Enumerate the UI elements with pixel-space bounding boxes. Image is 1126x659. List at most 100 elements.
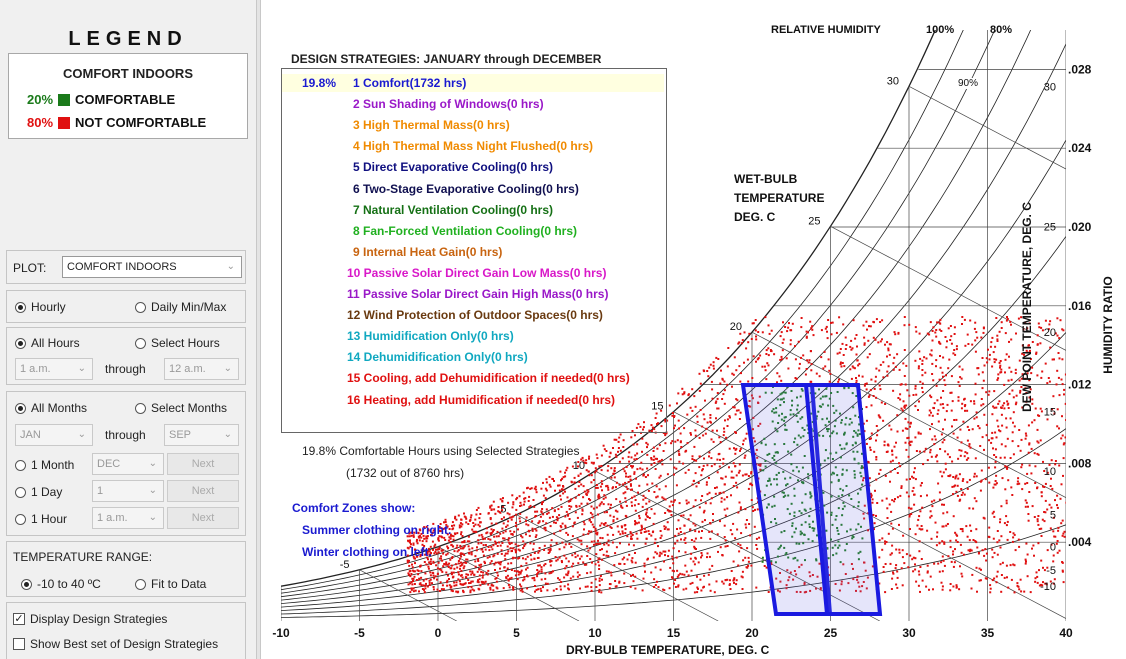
chevron-down-icon: ⌄ <box>223 363 232 374</box>
humidity-ratio-axis-title: HUMIDITY RATIO <box>1101 276 1115 374</box>
rh-90-label: 90% <box>958 78 979 89</box>
strategy-item[interactable]: 1 Comfort(1732 hrs) <box>353 76 467 90</box>
temp-range-fixed-label: -10 to 40 ºC <box>37 577 101 591</box>
one-hour-radio[interactable]: 1 Hour <box>15 512 67 526</box>
chevron-down-icon: ⌄ <box>148 458 157 469</box>
month-from-select[interactable]: JAN ⌄ <box>15 424 93 446</box>
strategy-item[interactable]: 14 Dehumidification Only(0 hrs) <box>347 350 528 365</box>
one-month-radio[interactable]: 1 Month <box>15 458 74 472</box>
zones-line-1: Comfort Zones show: <box>292 501 416 515</box>
select-hours-label: Select Hours <box>151 336 220 350</box>
select-months-radio[interactable]: Select Months <box>135 401 227 415</box>
temp-range-panel: TEMPERATURE RANGE: -10 to 40 ºC Fit to D… <box>6 541 246 597</box>
legend-item-comfortable: 20% COMFORTABLE <box>27 92 175 107</box>
strategy-item[interactable]: 15 Cooling, add Dehumidification if need… <box>347 371 630 386</box>
plot-select-value: COMFORT INDOORS <box>67 261 177 273</box>
show-best-label: Show Best set of Design Strategies <box>30 637 219 651</box>
strategy-item[interactable]: 2 Sun Shading of Windows(0 hrs) <box>353 97 544 112</box>
strategy-item[interactable]: 12 Wind Protection of Outdoor Spaces(0 h… <box>347 308 603 323</box>
chevron-down-icon: ⌄ <box>77 429 86 440</box>
plot-label: PLOT: <box>13 261 47 275</box>
all-hours-radio[interactable]: All Hours <box>15 336 80 350</box>
wet-bulb-label-1: WET-BULB <box>734 172 798 186</box>
one-hour-label: 1 Hour <box>31 512 68 526</box>
zones-line-3: Winter clothing on left. <box>302 545 432 559</box>
next-month-button[interactable]: Next <box>167 453 239 475</box>
hours-panel: All Hours Select Hours 1 a.m. ⌄ through 1… <box>6 327 246 385</box>
legend-label: COMFORTABLE <box>75 92 176 107</box>
one-day-label: 1 Day <box>31 485 63 499</box>
strategies-box <box>281 68 667 433</box>
rh-100-label: 100% <box>926 24 955 36</box>
hour-from-value: 1 a.m. <box>20 363 51 375</box>
strategy-item[interactable]: 9 Internal Heat Gain(0 hrs) <box>353 244 503 259</box>
radio-icon <box>135 578 146 590</box>
hour-to-value: 12 a.m. <box>169 363 206 375</box>
temp-range-fixed-radio[interactable]: -10 to 40 ºC <box>21 577 101 591</box>
hourly-label: Hourly <box>31 300 66 314</box>
legend-item-not-comfortable: 80% NOT COMFORTABLE <box>27 115 206 130</box>
legend-header: COMFORT INDOORS <box>63 66 193 81</box>
radio-icon <box>15 486 26 498</box>
daily-radio[interactable]: Daily Min/Max <box>135 300 226 314</box>
next-hour-button[interactable]: Next <box>167 507 239 529</box>
strategy-item[interactable]: 6 Two-Stage Evaporative Cooling(0 hrs) <box>353 181 579 196</box>
strategy-item[interactable]: 8 Fan-Forced Ventilation Cooling(0 hrs) <box>353 223 578 238</box>
rh-80-label: 80% <box>990 24 1013 36</box>
one-hour-value: 1 a.m. <box>97 512 128 524</box>
strategy-highlight <box>282 74 664 92</box>
one-day-radio[interactable]: 1 Day <box>15 485 62 499</box>
radio-icon <box>135 301 146 313</box>
through-label: through <box>105 428 146 442</box>
wet-bulb-label-3: DEG. C <box>734 210 776 224</box>
temp-range-fit-radio[interactable]: Fit to Data <box>135 577 206 591</box>
months-panel: All Months Select Months JAN ⌄ through SE… <box>6 391 246 536</box>
strategy-item[interactable]: 11 Passive Solar Direct Gain High Mass(0… <box>347 287 609 301</box>
radio-icon <box>21 578 32 590</box>
strategy-item[interactable]: 3 High Thermal Mass(0 hrs) <box>353 118 510 133</box>
select-months-label: Select Months <box>151 401 228 415</box>
legend-pct: 20% <box>27 92 54 107</box>
one-month-select[interactable]: DEC ⌄ <box>92 453 164 475</box>
one-hour-select[interactable]: 1 a.m. ⌄ <box>92 507 164 529</box>
strategy-item[interactable]: 5 Direct Evaporative Cooling(0 hrs) <box>353 160 554 175</box>
chevron-down-icon: ⌄ <box>77 363 86 374</box>
plot-select[interactable]: COMFORT INDOORS ⌄ <box>62 256 242 278</box>
strategy-item[interactable]: 7 Natural Ventilation Cooling(0 hrs) <box>353 202 554 217</box>
strategy-item[interactable]: 10 Passive Solar Direct Gain Low Mass(0 … <box>347 265 607 280</box>
panel-splitter[interactable] <box>256 0 261 659</box>
display-strategies-checkbox[interactable]: ✓ Display Design Strategies <box>13 612 167 626</box>
hour-from-select[interactable]: 1 a.m. ⌄ <box>15 358 93 380</box>
green-swatch <box>58 93 71 106</box>
radio-icon <box>135 402 146 414</box>
through-label: through <box>105 362 146 376</box>
red-swatch <box>58 116 71 129</box>
month-from-value: JAN <box>20 429 41 441</box>
strategy-item[interactable]: 13 Humidification Only(0 hrs) <box>347 329 514 344</box>
hourly-radio[interactable]: Hourly <box>15 300 66 314</box>
month-to-select[interactable]: SEP ⌄ <box>164 424 239 446</box>
chevron-down-icon: ⌄ <box>223 429 232 440</box>
next-day-button[interactable]: Next <box>167 480 239 502</box>
plot-panel: PLOT: COMFORT INDOORS ⌄ <box>6 250 246 284</box>
show-best-checkbox[interactable]: Show Best set of Design Strategies <box>13 637 218 651</box>
month-to-value: SEP <box>169 429 192 441</box>
strategy-item[interactable]: 4 High Thermal Mass Night Flushed(0 hrs) <box>353 139 594 154</box>
strategy-item[interactable]: 16 Heating, add Humidification if needed… <box>347 392 616 407</box>
chevron-down-icon: ⌄ <box>226 261 235 272</box>
strategy-options-panel: ✓ Display Design Strategies Show Best set… <box>6 602 246 659</box>
temp-range-label: TEMPERATURE RANGE: <box>13 550 153 564</box>
wet-bulb-label-2: TEMPERATURE <box>734 191 825 205</box>
radio-icon <box>15 459 26 471</box>
select-hours-radio[interactable]: Select Hours <box>135 336 220 350</box>
one-day-value: 1 <box>97 485 104 497</box>
legend-label: NOT COMFORTABLE <box>75 115 207 130</box>
all-months-radio[interactable]: All Months <box>15 401 87 415</box>
one-day-select[interactable]: 1 ⌄ <box>92 480 164 502</box>
display-strategies-label: Display Design Strategies <box>30 612 168 626</box>
strategies-title: DESIGN STRATEGIES: JANUARY through DECEM… <box>291 52 602 66</box>
checkbox-icon <box>13 638 25 650</box>
all-months-label: All Months <box>31 401 88 415</box>
radio-icon <box>15 337 26 349</box>
hour-to-select[interactable]: 12 a.m. ⌄ <box>164 358 239 380</box>
